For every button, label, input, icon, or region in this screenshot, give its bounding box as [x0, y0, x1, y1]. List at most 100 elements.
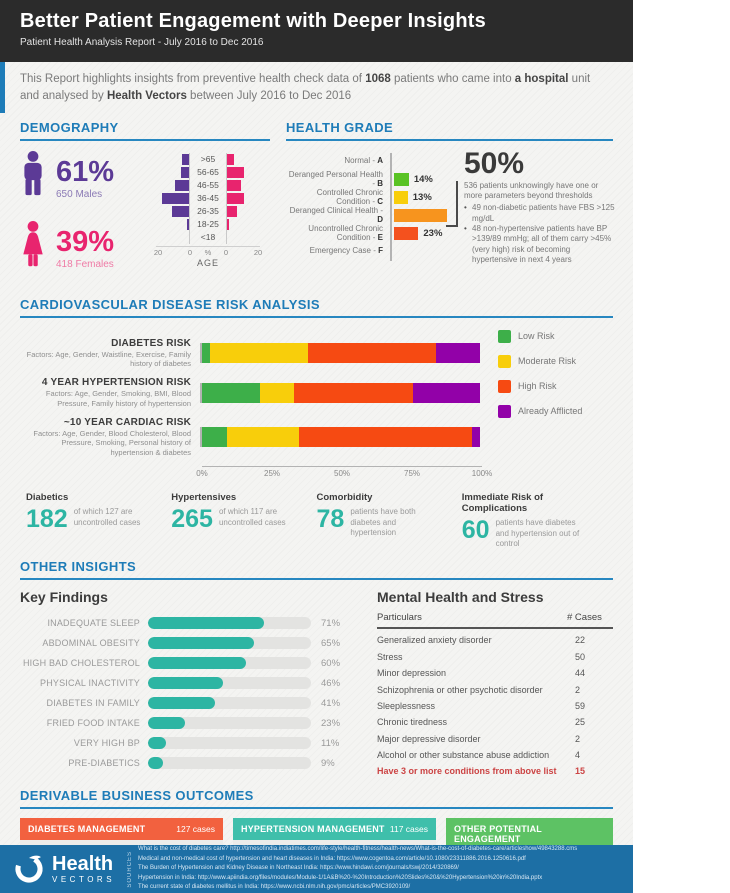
- age-axis-tick: 20: [253, 247, 263, 257]
- outcome-card-title: OTHER POTENTIAL ENGAGEMENT: [454, 823, 542, 844]
- health-grade-row: Emergency Case - F: [286, 242, 613, 261]
- age-axis-tick: %: [204, 247, 212, 257]
- age-pyramid-row: 18-25: [156, 217, 260, 231]
- report-intro: This Report highlights insights from pre…: [0, 62, 633, 113]
- report-subtitle: Patient Health Analysis Report - July 20…: [20, 37, 264, 48]
- outcome-card-cases: 127 cases: [176, 823, 215, 834]
- report-title: Better Patient Engagement with Deeper In…: [20, 10, 486, 32]
- mental-health-condition: Chronic tiredness: [377, 717, 448, 728]
- female-bar-cell: [226, 152, 260, 166]
- mental-health-condition: Minor depression: [377, 668, 447, 679]
- intro-hospital: a hospital: [514, 73, 569, 85]
- cvd-risk-row: ~10 YEAR CARDIAC RISK Factors: Age, Gende…: [20, 417, 482, 457]
- male-bar: [161, 192, 189, 204]
- age-pyramid-row: 56-65: [156, 165, 260, 179]
- key-finding-bar: [148, 677, 223, 690]
- cvd-stacked-bar: [200, 342, 480, 363]
- age-band-label: 26-35: [197, 206, 219, 216]
- key-finding-track: [148, 617, 311, 630]
- mental-health-condition: Schizophrenia or other psychotic disorde…: [377, 684, 543, 695]
- intro-text: patients who came into: [390, 73, 515, 85]
- cvd-chart: DIABETES RISK Factors: Age, Gender, Waist…: [20, 328, 493, 479]
- health-grade-bar-area: 14%: [390, 170, 433, 189]
- male-bar: [172, 205, 189, 217]
- mental-health-row: Sleeplessness 59: [377, 698, 613, 714]
- callout-bullet: 48 non-hypertensive patients have BP >13…: [464, 224, 616, 266]
- mental-health-condition: Generalized anxiety disorder: [377, 635, 492, 646]
- male-stat: 61% 650 Males: [20, 150, 156, 207]
- health-grade-value: 23%: [423, 228, 443, 239]
- source-line: What is the cost of diabetes care? http:…: [138, 846, 578, 853]
- age-axis-tick: 20: [153, 247, 163, 257]
- key-finding-track: [148, 637, 311, 650]
- source-line: The current state of diabetes mellitus i…: [138, 884, 411, 891]
- key-findings-chart: Key Findings INADEQUATE SLEEP 71% ABDOMINA…: [20, 589, 355, 779]
- key-finding-track: [148, 677, 311, 690]
- male-bar-cell: [156, 178, 190, 192]
- key-finding-value: 11%: [321, 737, 340, 749]
- legend-item: Moderate Risk: [498, 354, 582, 368]
- demography-section: DEMOGRAPHY: [20, 120, 270, 291]
- female-icon: [23, 220, 43, 266]
- key-finding-row: PHYSICAL INACTIVITY 46%: [20, 673, 355, 693]
- stat-desc: patients have diabetes and hypertension …: [495, 518, 580, 548]
- grade-letter: D: [377, 214, 383, 224]
- age-band-label: 36-45: [197, 193, 219, 203]
- stat-item: Diabetics 182 of which 127 are uncontrolle…: [26, 492, 171, 549]
- intro-text: This Report highlights insights from pre…: [20, 73, 366, 85]
- age-pyramid-row: <18: [156, 230, 260, 244]
- mental-health-cases: 4: [575, 750, 581, 761]
- cvd-risk-name: ~10 YEAR CARDIAC RISK: [63, 417, 191, 428]
- cvd-stacked-bar: [200, 427, 480, 448]
- cvd-segment-moderate-risk: [227, 427, 300, 448]
- legend-swatch: [498, 329, 511, 343]
- mental-health-row: Minor depression 44: [377, 665, 613, 681]
- male-bar-cell: [156, 230, 190, 244]
- key-finding-label: PHYSICAL INACTIVITY: [40, 678, 140, 689]
- health-grade-row: Uncontrolled Chronic Condition - E 23%: [286, 224, 613, 243]
- cvd-stats-row: Diabetics 182 of which 127 are uncontrolle…: [20, 492, 613, 549]
- health-grade-label: Emergency Case - F: [286, 246, 390, 256]
- cvd-segment-already-afflicted: [471, 427, 480, 448]
- stat-desc: of which 127 are uncontrolled cases: [73, 507, 141, 527]
- cvd-segment-moderate-risk: [210, 342, 308, 363]
- other-insights-section: OTHER INSIGHTS Key Findings INADEQUATE S…: [20, 559, 613, 779]
- age-band-label: <18: [200, 232, 216, 242]
- grade-name: Emergency Case -: [309, 246, 379, 256]
- female-bar: [227, 192, 244, 204]
- grade-letter: A: [377, 156, 383, 166]
- callout-bullets: 49 non-diabetic patients have FBS >125 m…: [464, 203, 616, 265]
- mental-health-row: Chronic tiredness 25: [377, 714, 613, 730]
- cvd-axis-tick: 25%: [263, 469, 281, 479]
- key-finding-bar: [148, 757, 163, 770]
- stat-item: Immediate Risk of Complications 60 patient…: [462, 492, 607, 549]
- age-axis-tick: 0: [223, 247, 229, 257]
- stat-value: 265: [171, 505, 213, 534]
- male-icon: [24, 150, 42, 195]
- mental-health-condition: Have 3 or more conditions from above lis…: [377, 766, 557, 777]
- male-bar: [187, 218, 189, 230]
- cvd-axis-tick: 0%: [196, 469, 208, 479]
- legend-swatch: [498, 379, 511, 393]
- female-bar: [227, 153, 234, 165]
- business-outcomes-title: DERIVABLE BUSINESS OUTCOMES: [20, 788, 613, 809]
- female-bar-cell: [226, 204, 260, 218]
- outcome-card-header: DIABETES MANAGEMENT 127 cases: [20, 817, 223, 840]
- key-finding-value: 71%: [321, 617, 341, 629]
- cvd-segment-high-risk: [299, 427, 472, 448]
- female-bar: [227, 179, 241, 191]
- key-finding-label: VERY HIGH BP: [73, 738, 140, 749]
- cvd-segment-low-risk: [202, 382, 261, 403]
- mental-health-header-row: Particulars # Cases: [377, 612, 613, 630]
- age-band-label: >65: [200, 154, 216, 164]
- key-finding-track: [148, 757, 311, 770]
- key-finding-bar: [148, 617, 264, 630]
- outcome-card-header: OTHER POTENTIAL ENGAGEMENT: [446, 817, 613, 850]
- health-grade-label: Uncontrolled Chronic Condition - E: [286, 224, 390, 243]
- key-finding-track: [148, 657, 311, 670]
- outcome-card-title: HYPERTENSION MANAGEMENT: [241, 823, 385, 834]
- key-finding-bar: [148, 737, 166, 750]
- health-grade-bar-area: [390, 206, 447, 225]
- stat-item: Hypertensives 265 of which 117 are uncontr…: [171, 492, 316, 549]
- age-pyramid-axis: 20 0% 0 20: [153, 245, 263, 257]
